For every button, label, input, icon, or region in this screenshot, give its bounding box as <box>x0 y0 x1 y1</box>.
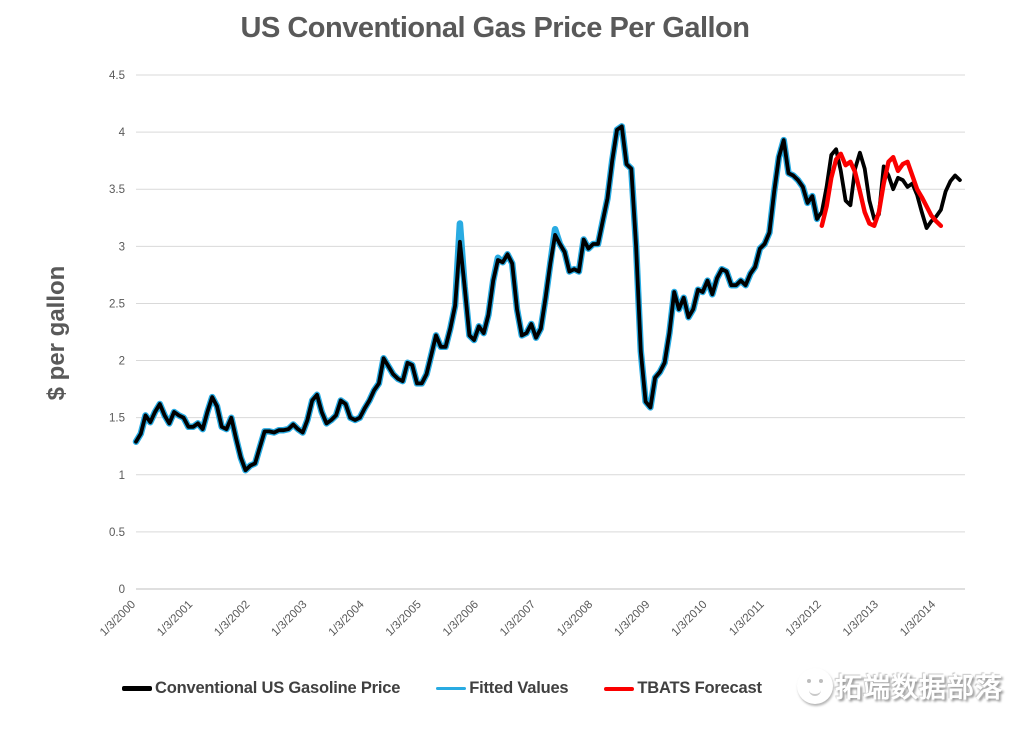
plot-area: 0 0.5 1 1.5 2 2.5 3 3.5 4 4.5 1/3/2000 1/3/2001 1/3/… <box>98 70 965 639</box>
y-tick-label: 0 <box>119 584 125 596</box>
y-tick-label: 4 <box>119 127 126 139</box>
legend-swatch-actual-line <box>122 686 152 691</box>
legend-item-fitted: Fitted Values <box>436 679 569 698</box>
series-line-fitted-values <box>132 123 821 474</box>
series-line-tbats-forecast <box>819 151 944 228</box>
x-tick-label: 1/3/2007 <box>498 599 538 639</box>
watermark-face-mouth <box>809 688 821 696</box>
legend: Conventional US Gasoline Price Fitted Va… <box>122 679 762 698</box>
legend-swatch-fitted-line <box>436 687 467 690</box>
watermark: 拓端数据部落 <box>797 666 1003 705</box>
y-tick-label: 1.5 <box>109 413 125 425</box>
x-tick-label: 1/3/2012 <box>784 599 824 639</box>
y-tick-label: 0.5 <box>109 527 125 539</box>
x-tick-label: 1/3/2013 <box>841 599 881 639</box>
x-tick-label: 1/3/2002 <box>212 599 252 639</box>
y-tick-label: 2 <box>119 356 125 368</box>
x-tick-label: 1/3/2008 <box>555 599 595 639</box>
x-tick-label: 1/3/2003 <box>269 599 309 639</box>
x-tick-label: 1/3/2000 <box>98 599 138 639</box>
chart-title: US Conventional Gas Price Per Gallon <box>240 12 750 44</box>
legend-label-fitted: Fitted Values <box>469 679 569 697</box>
x-tick-label: 1/3/2004 <box>327 598 368 639</box>
x-tick-label: 1/3/2011 <box>727 599 767 639</box>
watermark-text: 拓端数据部落 <box>835 673 1003 703</box>
y-tick-label: 2.5 <box>109 298 125 310</box>
x-tick-label: 1/3/2005 <box>384 599 424 639</box>
y-tick-label: 4.5 <box>109 70 125 82</box>
y-tick-label: 3.5 <box>109 184 125 196</box>
legend-label-actual: Conventional US Gasoline Price <box>155 679 401 697</box>
legend-item-forecast: TBATS Forecast <box>604 679 762 698</box>
legend-label-forecast: TBATS Forecast <box>637 679 762 697</box>
x-tick-label: 1/3/2010 <box>669 599 709 639</box>
legend-swatch-forecast-line <box>604 686 635 691</box>
x-tick-label: 1/3/2009 <box>612 599 652 639</box>
watermark-cartoon-face-icon <box>797 667 833 704</box>
x-tick-label: 1/3/2014 <box>898 598 939 639</box>
x-tick-label: 1/3/2001 <box>155 599 195 639</box>
y-tick-label: 3 <box>119 241 125 253</box>
series-line-conventional-us-gasoline-price <box>134 124 962 473</box>
x-tick-label: 1/3/2006 <box>441 599 481 639</box>
legend-item-actual: Conventional US Gasoline Price <box>122 679 400 698</box>
y-tick-label: 1 <box>119 470 125 482</box>
